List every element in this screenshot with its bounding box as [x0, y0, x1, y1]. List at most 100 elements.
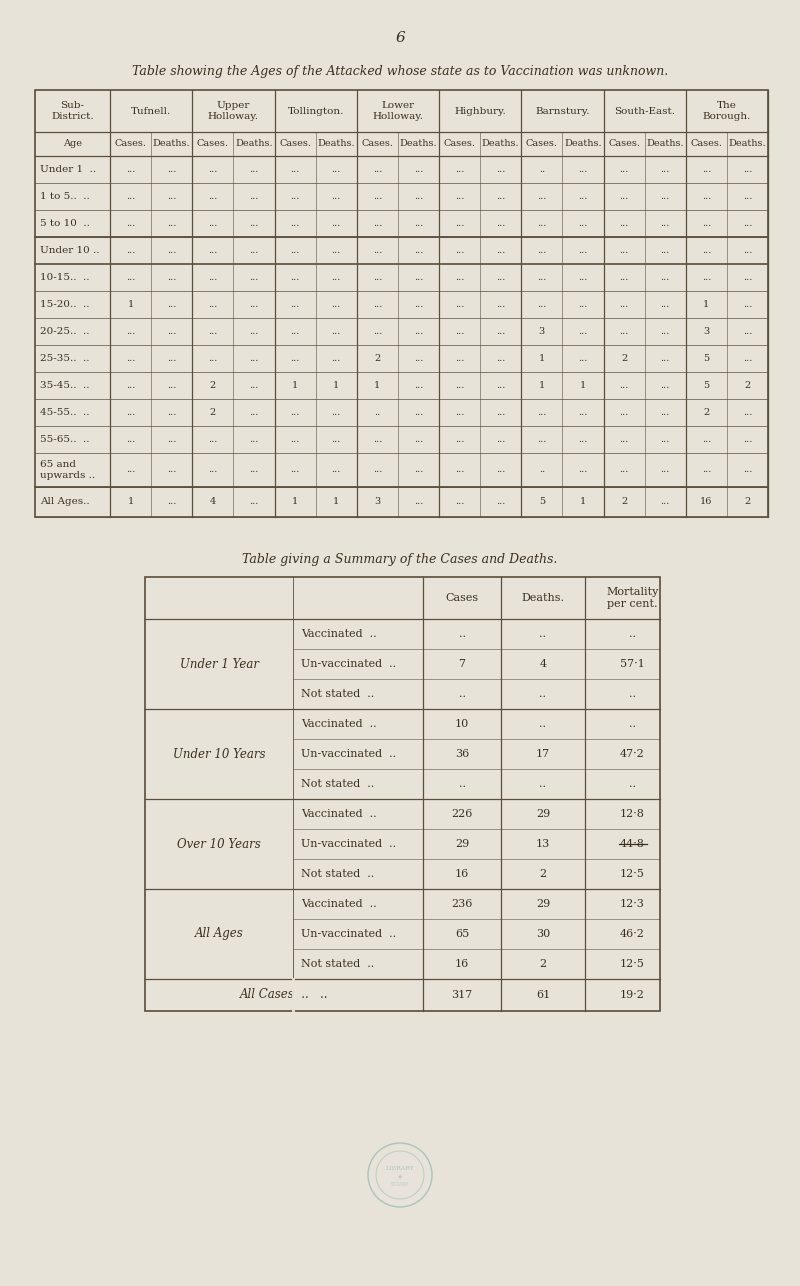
Text: Cases.: Cases. [114, 139, 146, 148]
Text: ...: ... [250, 354, 258, 363]
Text: ...: ... [496, 327, 506, 336]
Text: Un-vaccinated  ..: Un-vaccinated .. [301, 838, 396, 849]
Text: ...: ... [126, 219, 135, 228]
Text: ...: ... [661, 327, 670, 336]
Text: ...: ... [250, 300, 258, 309]
Text: ...: ... [661, 498, 670, 507]
Text: ...: ... [702, 273, 711, 282]
Bar [145, 577, 660, 1011]
Text: Un-vaccinated  ..: Un-vaccinated .. [301, 658, 396, 669]
Text: 1: 1 [703, 300, 710, 309]
Text: ...: ... [455, 354, 464, 363]
Text: 25-35..  ..: 25-35.. .. [40, 354, 90, 363]
Text: 29: 29 [536, 899, 550, 909]
Text: ...: ... [661, 466, 670, 475]
Text: Deaths.: Deaths. [729, 139, 766, 148]
Text: ...: ... [126, 246, 135, 255]
Text: Tufnell.: Tufnell. [131, 107, 171, 116]
Text: 16: 16 [455, 959, 469, 968]
Text: ...: ... [167, 466, 176, 475]
Text: Table giving a Summary of the Cases and Deaths.: Table giving a Summary of the Cases and … [242, 553, 558, 566]
Text: ...: ... [208, 466, 218, 475]
Text: ...: ... [537, 300, 546, 309]
Text: Deaths.: Deaths. [318, 139, 355, 148]
Text: ...: ... [578, 246, 588, 255]
Text: 2: 2 [621, 354, 627, 363]
Text: ...: ... [208, 219, 218, 228]
Text: Cases.: Cases. [608, 139, 640, 148]
Text: Vaccinated  ..: Vaccinated .. [301, 809, 377, 819]
Text: Over 10 Years: Over 10 Years [177, 837, 261, 850]
Text: ..: .. [539, 719, 546, 729]
Text: ...: ... [537, 192, 546, 201]
Text: ...: ... [578, 192, 588, 201]
Text: 3: 3 [703, 327, 710, 336]
Text: Vaccinated  ..: Vaccinated .. [301, 899, 377, 909]
Text: ...: ... [742, 300, 752, 309]
Text: ...: ... [414, 165, 423, 174]
Text: ...: ... [250, 219, 258, 228]
Text: ...: ... [702, 192, 711, 201]
Text: 226: 226 [451, 809, 473, 819]
Text: 13: 13 [536, 838, 550, 849]
Text: 1: 1 [538, 381, 545, 390]
Text: Under 1  ..: Under 1 .. [40, 165, 96, 174]
Text: ...: ... [167, 192, 176, 201]
Text: ...: ... [455, 498, 464, 507]
Text: 1: 1 [292, 381, 298, 390]
Text: ...: ... [702, 435, 711, 444]
Text: 5 to 10  ..: 5 to 10 .. [40, 219, 90, 228]
Text: ...: ... [496, 300, 506, 309]
Text: ...: ... [537, 408, 546, 417]
Text: ...: ... [373, 273, 382, 282]
Text: ...: ... [208, 165, 218, 174]
Text: ...: ... [455, 466, 464, 475]
Text: ...: ... [496, 466, 506, 475]
Text: 1: 1 [127, 300, 134, 309]
Text: 57·1: 57·1 [620, 658, 645, 669]
Text: 46·2: 46·2 [620, 928, 645, 939]
Text: ...: ... [496, 273, 506, 282]
Text: ...: ... [208, 246, 218, 255]
Text: 12·5: 12·5 [620, 959, 645, 968]
Text: 3: 3 [374, 498, 381, 507]
Text: 10: 10 [455, 719, 469, 729]
Text: ...: ... [619, 435, 629, 444]
Text: ...: ... [578, 435, 588, 444]
Text: ...: ... [742, 192, 752, 201]
Text: ...: ... [290, 408, 300, 417]
Text: Deaths.: Deaths. [482, 139, 519, 148]
Text: ...: ... [455, 408, 464, 417]
Text: 6: 6 [395, 31, 405, 45]
Text: ...: ... [373, 165, 382, 174]
Text: 10-15..  ..: 10-15.. .. [40, 273, 90, 282]
Text: All Ages..: All Ages.. [40, 498, 90, 507]
Text: ..: .. [539, 779, 546, 790]
Text: ...: ... [331, 192, 341, 201]
Text: ...: ... [290, 327, 300, 336]
Text: ...: ... [578, 408, 588, 417]
Text: 5: 5 [538, 498, 545, 507]
Text: Deaths.: Deaths. [522, 593, 565, 603]
Text: Vaccinated  ..: Vaccinated .. [301, 719, 377, 729]
Text: 2: 2 [539, 869, 546, 880]
Text: Deaths.: Deaths. [564, 139, 602, 148]
Text: ...: ... [414, 354, 423, 363]
Text: 2: 2 [374, 354, 381, 363]
Text: Highbury.: Highbury. [454, 107, 506, 116]
Text: 2: 2 [744, 381, 750, 390]
Text: 12·3: 12·3 [620, 899, 645, 909]
Text: ...: ... [250, 165, 258, 174]
Text: 2: 2 [703, 408, 710, 417]
Text: ...: ... [414, 466, 423, 475]
Text: All Cases  ..   ..: All Cases .. .. [240, 989, 328, 1002]
Text: ...: ... [290, 273, 300, 282]
Text: ...: ... [290, 219, 300, 228]
Text: ...: ... [496, 381, 506, 390]
Text: ...: ... [455, 246, 464, 255]
Text: ...: ... [126, 327, 135, 336]
Text: ...: ... [290, 300, 300, 309]
Text: ...: ... [619, 327, 629, 336]
Text: ...: ... [331, 466, 341, 475]
Text: ...: ... [250, 408, 258, 417]
